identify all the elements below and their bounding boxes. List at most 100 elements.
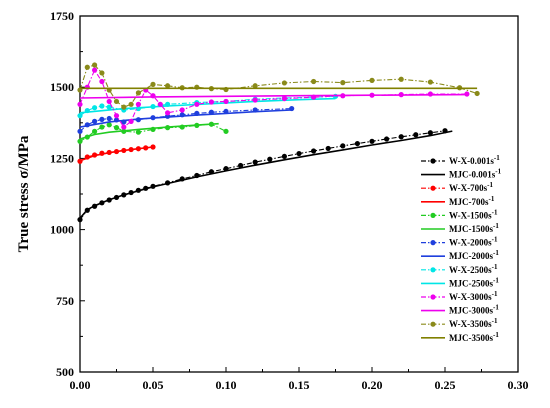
legend-item: W-X-3000s-1	[421, 290, 498, 302]
x-tick-label: 0.30	[508, 378, 529, 392]
data-point	[325, 145, 331, 152]
data-point	[296, 150, 302, 157]
series-mjc-0-001s	[79, 130, 453, 219]
legend-label: W-X-700s-1	[449, 181, 494, 193]
legend-label: W-X-1500s-1	[449, 208, 498, 220]
x-tick-label: 0.10	[216, 378, 237, 392]
data-point	[113, 113, 120, 119]
legend-label: MJC-3500s-1	[449, 331, 499, 343]
legend-swatch-marker	[430, 158, 436, 164]
data-point	[194, 101, 200, 107]
legend-label-exponent: -1	[494, 154, 500, 162]
y-tick-label: 1000	[50, 223, 74, 237]
data-point	[281, 80, 287, 86]
series-line	[79, 122, 219, 140]
legend-swatch-marker	[430, 321, 436, 327]
legend-item: MJC-3000s-1	[421, 304, 499, 316]
data-point	[165, 110, 171, 116]
series-line	[79, 108, 292, 132]
data-point	[427, 79, 433, 85]
series-line	[79, 93, 467, 99]
x-tick-label: 0.05	[143, 378, 164, 392]
legend-label-exponent: -1	[492, 208, 498, 216]
data-point	[106, 122, 112, 128]
legend-swatch-marker	[430, 294, 436, 300]
data-point	[135, 101, 141, 107]
data-point	[113, 125, 120, 131]
data-point	[413, 132, 419, 138]
data-point	[135, 129, 141, 135]
data-point	[208, 99, 214, 105]
legend-item: W-X-1500s-1	[421, 208, 498, 220]
legend-label-exponent: -1	[495, 168, 501, 176]
data-point	[99, 78, 105, 85]
data-point	[106, 104, 112, 110]
data-point	[99, 116, 105, 122]
data-point	[135, 90, 141, 96]
data-point	[77, 138, 83, 144]
series-line	[79, 109, 292, 128]
series-mjc-1500s	[79, 122, 219, 140]
legend-label: MJC-1500s-1	[449, 222, 499, 234]
data-point	[84, 64, 90, 70]
series-line	[79, 130, 453, 219]
data-point	[238, 162, 244, 169]
legend-item: MJC-1500s-1	[421, 222, 499, 234]
legend-label: W-X-3000s-1	[449, 290, 498, 302]
y-tick-label: 1250	[50, 151, 74, 165]
legend: W-X-0.001s-1 MJC-0.001s-1W-X-700s-1 MJC-70…	[421, 154, 502, 343]
data-point	[106, 115, 112, 122]
legend-label: W-X-2500s-1	[449, 263, 498, 275]
data-point	[92, 105, 98, 111]
data-point	[384, 136, 390, 142]
legend-item: W-X-700s-1	[421, 181, 494, 193]
series-line	[79, 146, 154, 162]
data-point	[150, 81, 156, 87]
data-point	[113, 98, 120, 105]
data-point	[92, 118, 98, 124]
legend-label: W-X-0.001s-1	[449, 154, 500, 166]
series-layer	[77, 62, 480, 223]
y-tick-label: 750	[56, 294, 74, 308]
legend-item: MJC-2500s-1	[421, 276, 499, 288]
data-point	[267, 156, 273, 162]
data-point	[77, 217, 83, 223]
legend-item: W-X-3500s-1	[421, 317, 498, 329]
legend-item: MJC-2000s-1	[421, 249, 499, 261]
data-point	[369, 77, 375, 83]
legend-swatch-marker	[430, 240, 436, 246]
data-point	[106, 98, 112, 105]
data-point	[179, 107, 185, 113]
series-mjc-700s	[79, 146, 154, 162]
series-line	[79, 130, 446, 220]
legend-label-exponent: -1	[493, 331, 499, 339]
x-tick-label: 0.15	[289, 378, 310, 392]
data-point	[77, 113, 83, 119]
legend-item: W-X-0.001s-1	[421, 154, 500, 166]
data-point	[92, 67, 98, 73]
legend-label: MJC-2500s-1	[449, 276, 499, 288]
data-point	[128, 101, 134, 107]
data-point	[340, 143, 346, 149]
legend-label: MJC-0.001s-1	[449, 168, 502, 180]
data-point	[427, 130, 433, 136]
data-point	[223, 98, 229, 105]
ticks	[79, 15, 519, 373]
x-tick-label: 0.20	[362, 378, 383, 392]
data-point	[281, 153, 287, 160]
data-point	[121, 124, 127, 130]
data-point	[77, 101, 83, 107]
data-point	[311, 78, 317, 85]
legend-label-exponent: -1	[492, 263, 498, 271]
data-point	[474, 90, 480, 97]
legend-label: MJC-3000s-1	[449, 304, 499, 316]
y-tick-label: 500	[56, 365, 74, 379]
y-tick-label: 1500	[50, 80, 74, 94]
legend-item: W-X-2000s-1	[421, 236, 498, 248]
legend-item: MJC-700s-1	[421, 195, 495, 207]
data-point	[92, 62, 98, 68]
legend-label-exponent: -1	[492, 236, 498, 244]
data-point	[252, 159, 258, 165]
data-point	[281, 95, 287, 102]
